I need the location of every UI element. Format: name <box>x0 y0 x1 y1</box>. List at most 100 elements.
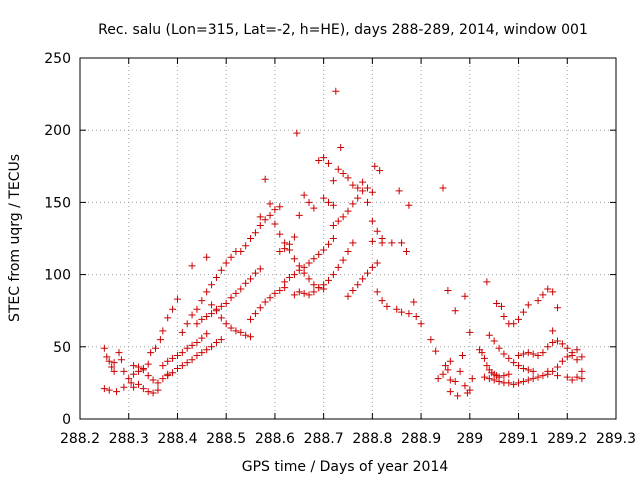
data-point-marker <box>178 349 186 357</box>
data-point-marker <box>534 351 542 359</box>
data-point-marker <box>305 198 313 206</box>
data-point-marker <box>198 315 206 323</box>
data-point-marker <box>485 331 493 339</box>
data-point-marker <box>188 262 196 270</box>
data-point-marker <box>325 276 333 284</box>
data-point-marker <box>490 376 498 384</box>
data-point-marker <box>454 392 462 400</box>
data-point-marker <box>271 220 279 228</box>
data-point-marker <box>354 184 362 192</box>
x-tick-label: 288.9 <box>401 431 441 447</box>
data-point-marker <box>383 302 391 310</box>
data-point-marker <box>286 273 294 281</box>
data-point-marker <box>120 367 128 375</box>
data-point-marker <box>208 281 216 289</box>
y-axis-label: STEC from uqrg / TECUs <box>7 154 23 322</box>
data-point-marker <box>242 331 250 339</box>
data-point-marker <box>378 239 386 247</box>
data-point-marker <box>485 375 493 383</box>
axis-ticks: 288.2 288.3 288.4 288.5 288.6 288.7 288.8 288.9… <box>44 51 636 447</box>
data-point-marker <box>456 367 464 375</box>
data-point-marker <box>510 320 518 328</box>
data-point-marker <box>510 359 518 367</box>
data-point-marker <box>534 373 542 381</box>
data-point-marker <box>232 327 240 335</box>
data-point-marker <box>558 357 566 365</box>
data-point-marker <box>368 217 376 225</box>
data-point-marker <box>217 336 225 344</box>
data-point-marker <box>198 297 206 305</box>
data-point-marker <box>203 253 211 261</box>
data-point-marker <box>519 308 527 316</box>
data-point-marker <box>493 299 501 307</box>
data-point-marker <box>412 312 420 320</box>
data-point-marker <box>188 311 196 319</box>
data-point-marker <box>208 301 216 309</box>
data-point-marker <box>337 144 345 152</box>
data-point-marker <box>480 373 488 381</box>
data-point-marker <box>173 364 181 372</box>
data-point-marker <box>315 284 323 292</box>
data-point-marker <box>427 336 435 344</box>
data-point-marker <box>227 253 235 261</box>
data-point-marker <box>305 259 313 267</box>
data-point-marker <box>558 340 566 348</box>
data-point-marker <box>325 240 333 248</box>
data-point-marker <box>519 350 527 358</box>
data-point-marker <box>217 302 225 310</box>
data-point-marker <box>495 377 503 385</box>
data-point-marker <box>125 375 133 383</box>
data-point-marker <box>539 291 547 299</box>
data-point-marker <box>554 337 562 345</box>
data-point-marker <box>344 174 352 182</box>
data-point-marker <box>539 349 547 357</box>
data-point-marker <box>164 357 172 365</box>
data-point-marker <box>339 213 347 221</box>
data-point-marker <box>130 362 138 370</box>
data-point-marker <box>159 362 167 370</box>
data-point-marker <box>295 288 303 296</box>
data-point-marker <box>183 359 191 367</box>
data-point-marker <box>334 217 342 225</box>
data-point-marker <box>578 353 586 361</box>
data-point-marker <box>276 230 284 238</box>
data-point-marker <box>554 372 562 380</box>
data-point-marker <box>368 237 376 245</box>
data-point-marker <box>544 343 552 351</box>
data-point-marker <box>483 362 491 370</box>
data-point-marker <box>334 263 342 271</box>
data-point-marker <box>568 351 576 359</box>
data-point-marker <box>203 288 211 296</box>
data-point-marker <box>500 312 508 320</box>
data-point-marker <box>164 314 172 322</box>
data-point-marker <box>376 167 384 175</box>
data-point-marker <box>524 301 532 309</box>
data-point-marker <box>290 255 298 263</box>
data-point-marker <box>446 376 454 384</box>
data-point-marker <box>444 366 452 374</box>
x-axis-label: GPS time / Days of year 2014 <box>242 459 449 475</box>
data-point-marker <box>266 211 274 219</box>
data-point-marker <box>578 375 586 383</box>
data-point-marker <box>152 344 160 352</box>
data-point-marker <box>329 201 337 209</box>
data-point-marker <box>295 211 303 219</box>
data-point-marker <box>251 269 259 277</box>
data-point-marker <box>276 247 284 255</box>
data-point-marker <box>305 291 313 299</box>
data-point-marker <box>310 281 318 289</box>
data-point-marker <box>134 380 142 388</box>
data-point-marker <box>344 247 352 255</box>
data-point-marker <box>480 354 488 362</box>
y-tick-label: 100 <box>44 268 71 284</box>
data-point-marker <box>130 370 138 378</box>
data-point-marker <box>149 389 157 397</box>
data-point-marker <box>256 222 264 230</box>
data-point-marker <box>247 275 255 283</box>
data-point-marker <box>212 305 220 313</box>
data-point-marker <box>563 373 571 381</box>
data-point-marker <box>468 375 476 383</box>
data-point-marker <box>139 366 147 374</box>
data-point-marker <box>439 370 447 378</box>
data-point-marker <box>405 310 413 318</box>
